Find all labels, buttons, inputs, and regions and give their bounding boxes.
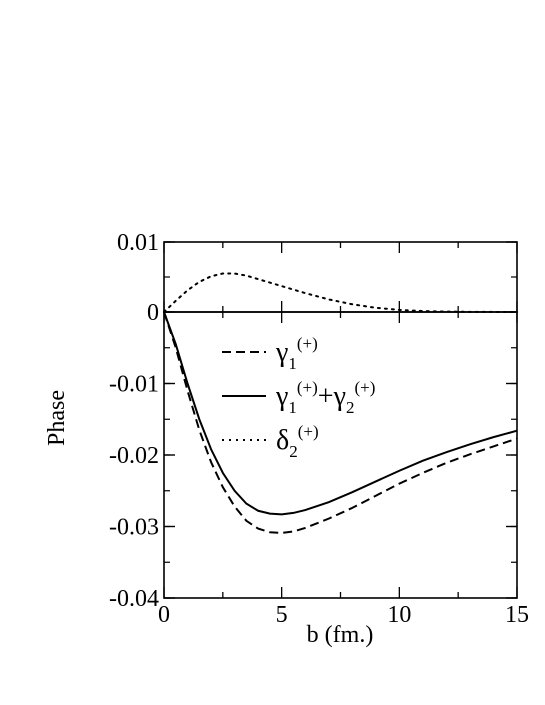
y-tick-label: -0.04 <box>109 586 159 612</box>
legend: γ1(+) γ1(+)+γ2(+) δ2(+) <box>222 334 375 461</box>
y-axis-title: Phase <box>44 390 70 446</box>
y-tick-label: -0.01 <box>109 372 159 398</box>
y-tick-label: -0.02 <box>109 443 159 469</box>
x-axis: 0 5 10 15 <box>158 602 529 628</box>
y-tick-label: -0.03 <box>109 515 159 541</box>
legend-label-delta2: δ2(+) <box>276 422 319 461</box>
legend-label-gamma1: γ1(+) <box>275 334 318 373</box>
y-tick-label: 0 <box>147 300 159 326</box>
y-tick-label: 0.01 <box>117 230 159 256</box>
top-frame <box>163 241 518 313</box>
x-tick-label: 15 <box>505 602 529 628</box>
x-tick-label: 5 <box>276 602 288 628</box>
series-gamma1 <box>163 311 518 534</box>
x-tick-label: 0 <box>158 602 170 628</box>
x-tick-label: 10 <box>387 602 411 628</box>
x-axis-title: b (fm.) <box>307 622 374 648</box>
bottom-panel: -0.01 -0.02 -0.03 -0.04 <box>109 311 518 612</box>
legend-label-gamma12: γ1(+)+γ2(+) <box>275 378 375 417</box>
bottom-frame <box>163 311 518 599</box>
series-gamma12 <box>163 311 518 516</box>
